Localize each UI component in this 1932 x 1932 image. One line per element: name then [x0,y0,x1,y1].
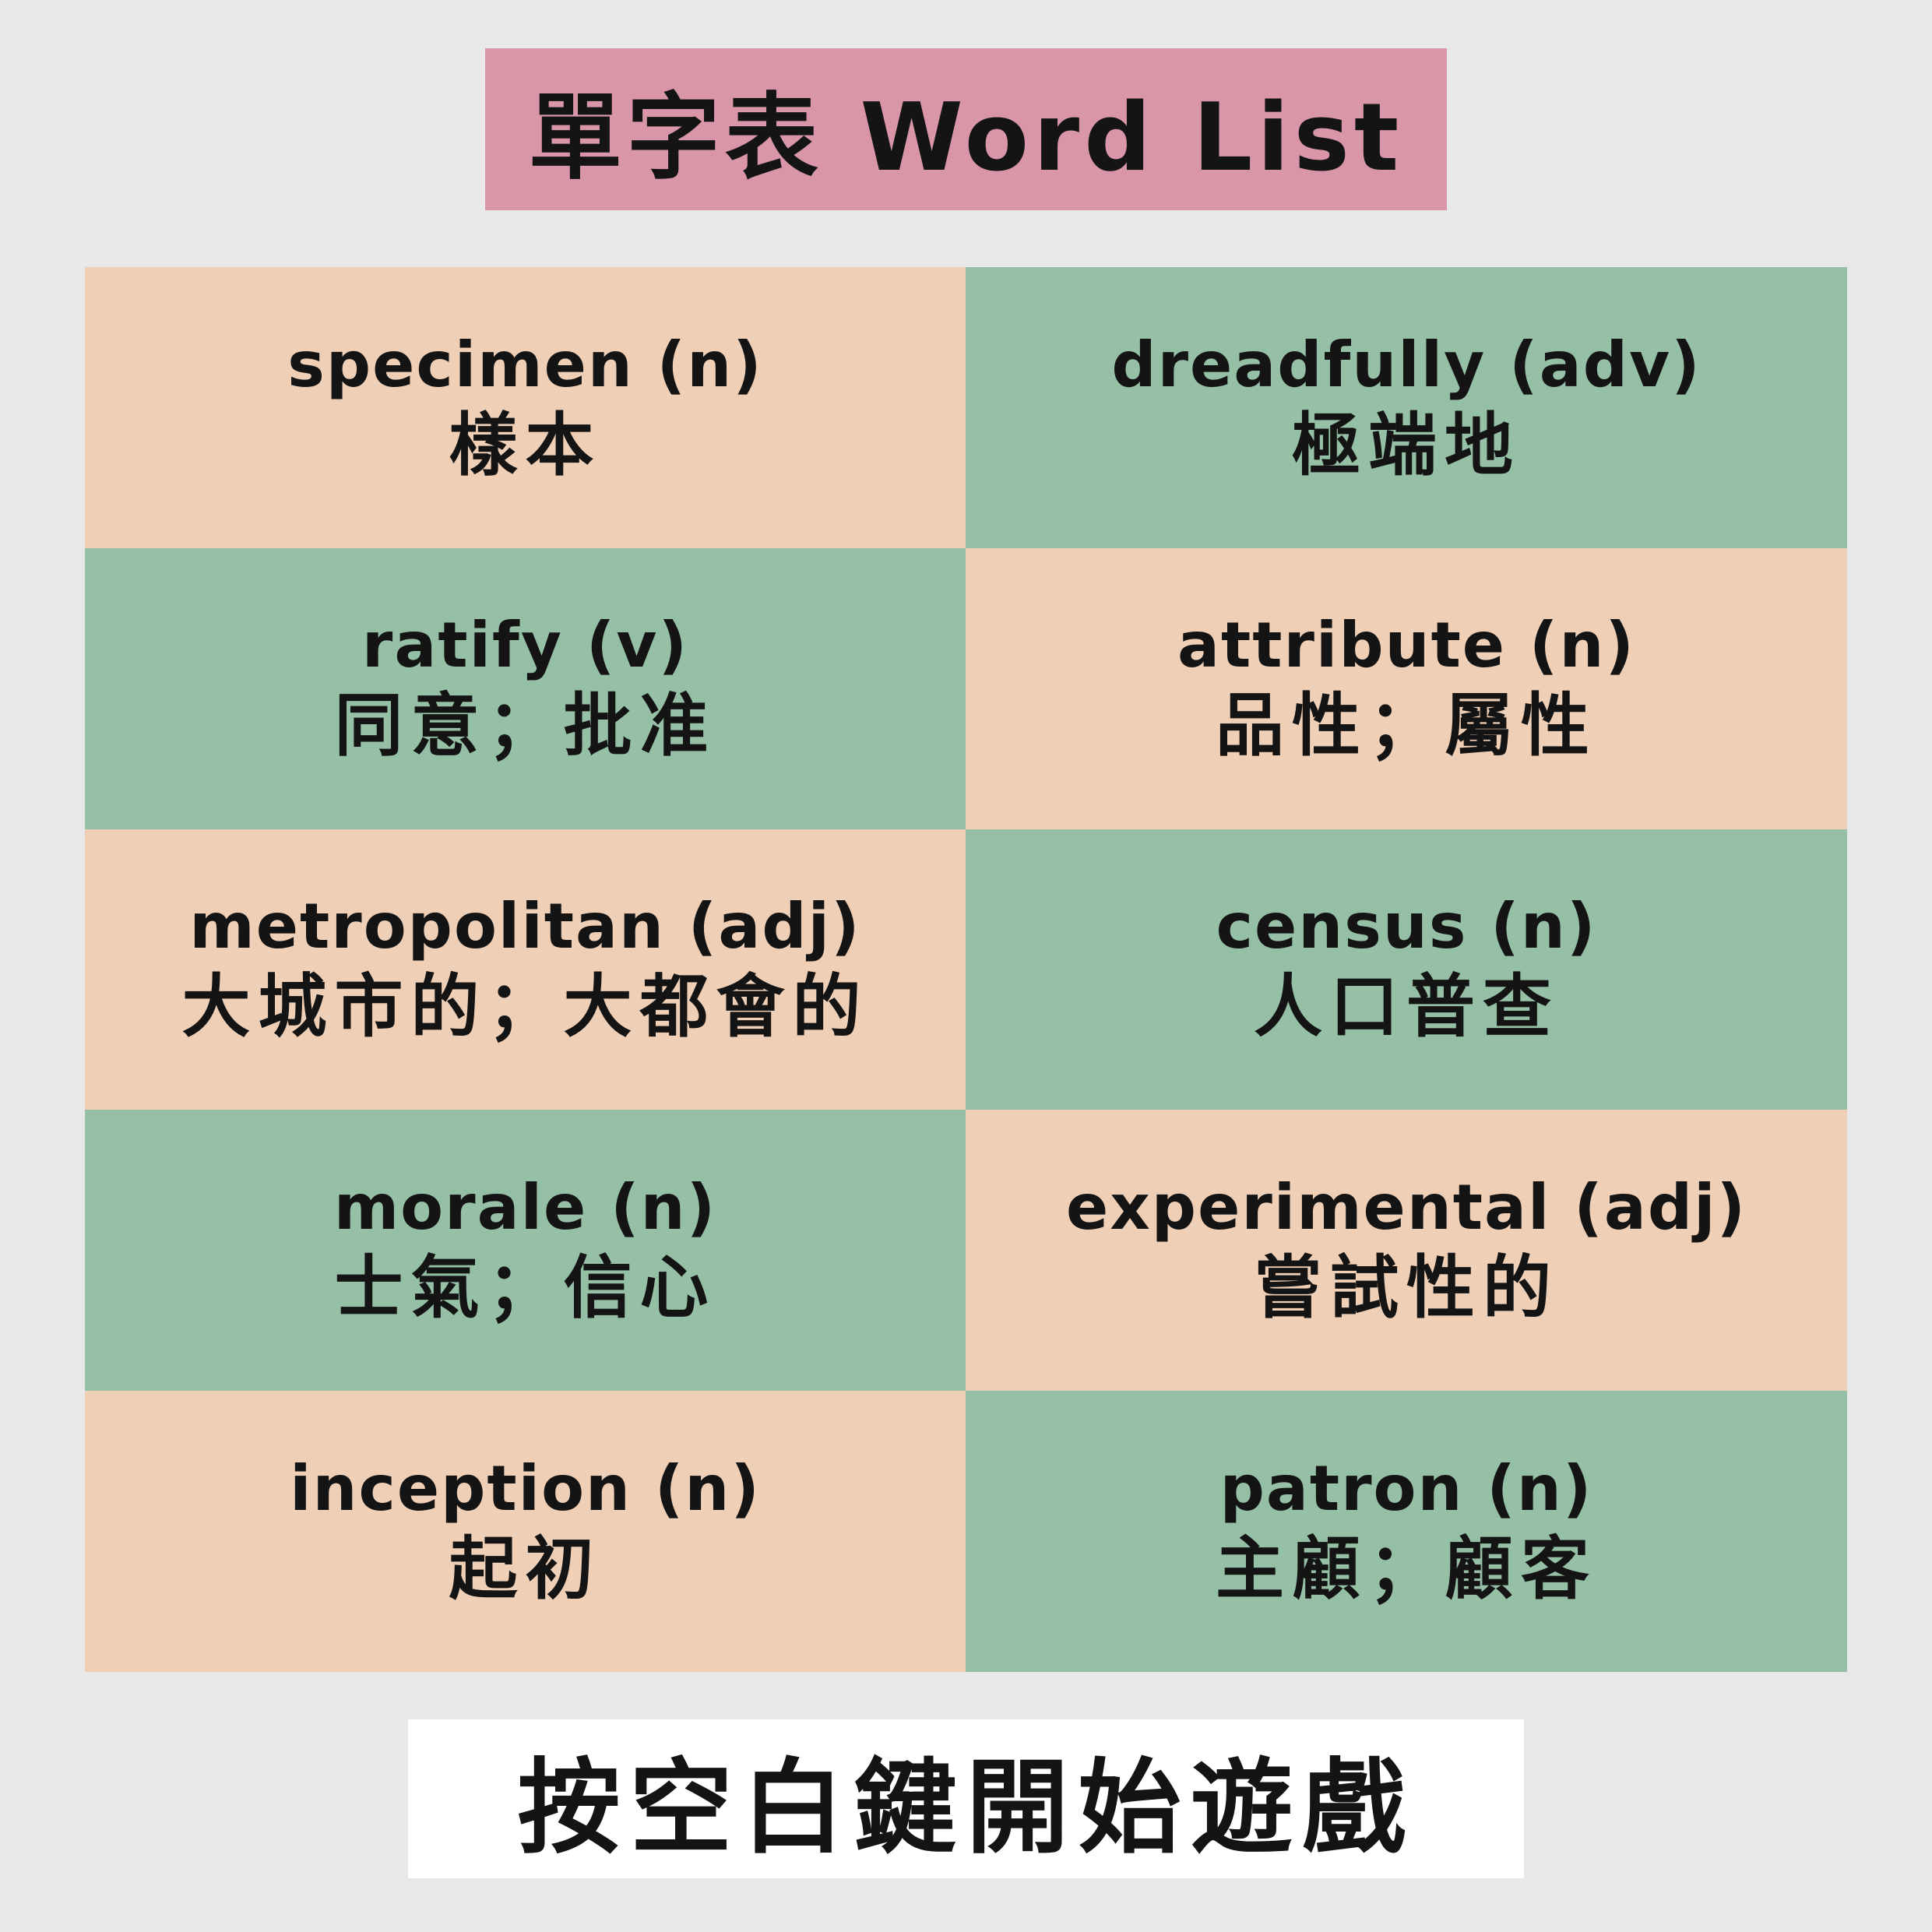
word-card: metropolitan (adj) 大城市的；大都會的 [85,829,966,1110]
word-meaning: 起初 [449,1528,602,1609]
word-term: morale (n) [333,1170,717,1244]
title-banner: 單字表 Word List [485,48,1447,210]
word-card: attribute (n) 品性；屬性 [966,547,1847,829]
word-card: experimental (adj) 嘗試性的 [966,1110,1847,1392]
word-meaning: 品性；屬性 [1215,685,1597,766]
word-card: census (n) 人口普查 [966,829,1847,1110]
word-term: dreadfully (adv) [1111,328,1701,401]
word-term: attribute (n) [1177,609,1635,682]
word-meaning: 同意；批准 [334,685,716,766]
word-card: morale (n) 士氣；信心 [85,1110,966,1392]
word-term: specimen (n) [287,328,763,401]
word-meaning: 大城市的；大都會的 [181,966,869,1047]
word-meaning: 樣本 [449,404,602,485]
page-title: 單字表 Word List [528,84,1404,192]
word-meaning: 人口普查 [1253,966,1559,1047]
word-term: ratify (v) [361,609,689,682]
word-card: specimen (n) 樣本 [85,267,966,548]
word-card: inception (n) 起初 [85,1391,966,1672]
word-term: patron (n) [1219,1452,1593,1525]
word-list-grid: specimen (n) 樣本 dreadfully (adv) 極端地 rat… [85,267,1847,1672]
word-meaning: 極端地 [1291,404,1521,485]
word-term: inception (n) [290,1452,761,1525]
word-meaning: 士氣；信心 [334,1247,716,1328]
word-meaning: 嘗試性的 [1253,1247,1559,1328]
word-term: metropolitan (adj) [189,890,861,963]
word-term: census (n) [1216,890,1597,963]
word-card: ratify (v) 同意；批准 [85,547,966,829]
word-term: experimental (adj) [1065,1170,1747,1244]
start-game-label: 按空白鍵開始遊戲 [517,1747,1415,1868]
word-meaning: 主顧；顧客 [1215,1528,1597,1609]
word-card: dreadfully (adv) 極端地 [966,267,1847,548]
word-card: patron (n) 主顧；顧客 [966,1391,1847,1672]
start-game-button[interactable]: 按空白鍵開始遊戲 [408,1719,1524,1878]
